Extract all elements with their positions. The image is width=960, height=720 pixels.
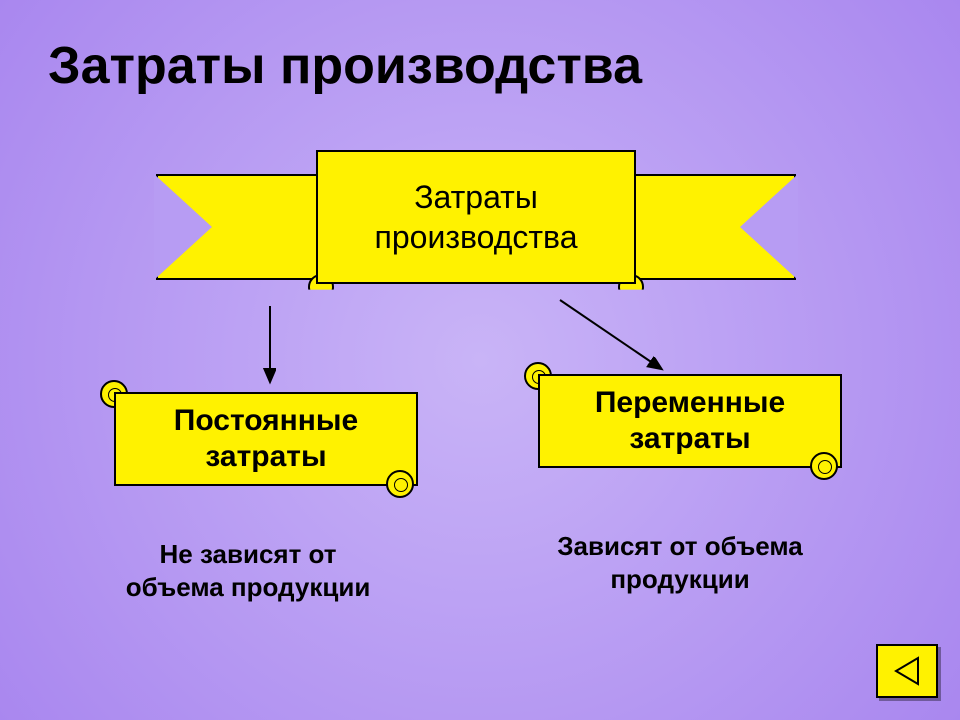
scroll-curl-icon [386,470,414,498]
node-variable-costs-label: Переменные затраты [538,374,842,468]
triangle-left-icon [890,654,924,688]
previous-slide-button[interactable] [876,644,938,698]
caption-variable-costs: Зависят от объема продукции [530,530,830,595]
node-fixed-costs-label: Постоянные затраты [114,392,418,486]
node-variable-costs: Переменные затраты [520,360,842,482]
node-fixed-costs: Постоянные затраты [96,378,418,500]
caption-fixed-costs: Не зависят от объема продукции [118,538,378,603]
scroll-curl-icon [810,452,838,480]
